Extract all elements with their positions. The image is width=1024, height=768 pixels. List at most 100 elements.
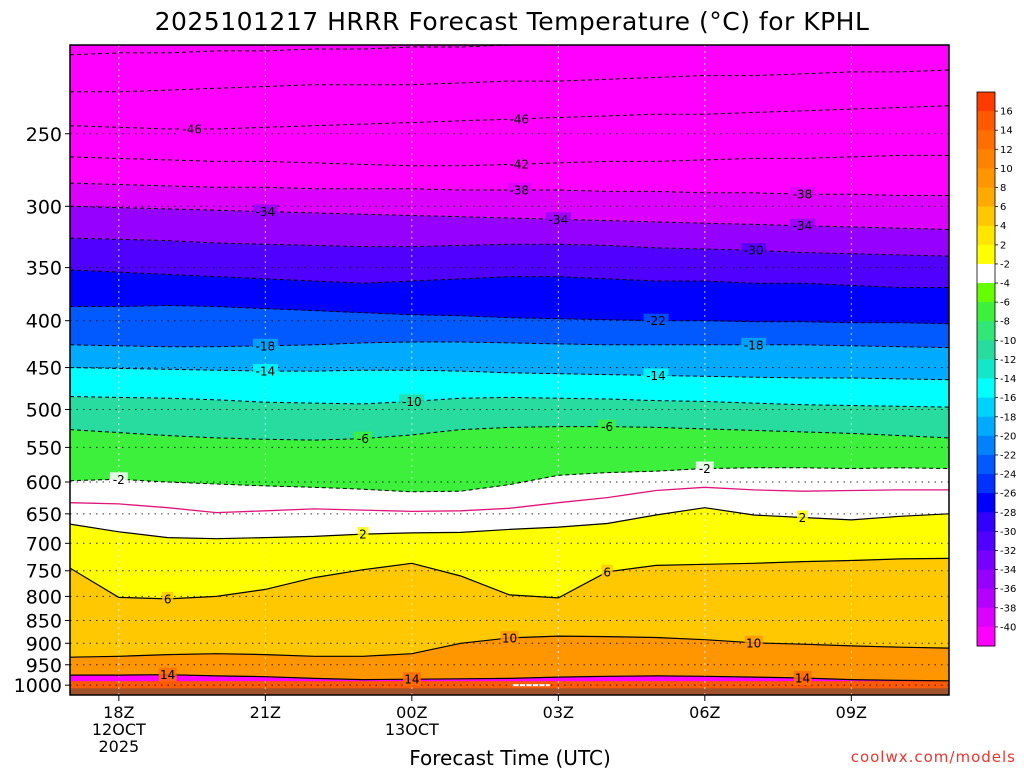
colorbar-label: -2 bbox=[1000, 259, 1010, 270]
colorbar-swatch bbox=[977, 607, 995, 628]
contour-label-bg bbox=[643, 313, 669, 328]
colorbar-label: -30 bbox=[1000, 527, 1016, 538]
y-tick-label: 250 bbox=[26, 124, 62, 146]
contour-label-bg bbox=[354, 431, 372, 446]
colorbar-swatch bbox=[977, 626, 995, 647]
contour-label-bg bbox=[598, 419, 617, 434]
contour-label: 6 bbox=[603, 565, 611, 579]
x-tick-label: 21Z bbox=[250, 703, 281, 722]
y-tick-label: 650 bbox=[26, 504, 62, 526]
colorbar-swatch bbox=[977, 359, 995, 380]
y-tick-label: 950 bbox=[26, 655, 62, 677]
contour-label: -38 bbox=[509, 184, 529, 198]
colorbar-label: -6 bbox=[1000, 298, 1010, 309]
contour-label-bg bbox=[506, 111, 532, 126]
contour-label-bg bbox=[643, 368, 669, 383]
x-tick-label: 18Z bbox=[103, 703, 134, 722]
colorbar-label: -40 bbox=[1000, 622, 1016, 633]
contour-label: -14 bbox=[256, 365, 276, 379]
y-tick-label: 450 bbox=[26, 358, 62, 380]
colorbar-swatch bbox=[977, 92, 995, 112]
contour-label-bg bbox=[252, 338, 278, 353]
colorbar-swatch bbox=[977, 397, 995, 418]
surface-marker bbox=[512, 684, 550, 687]
colorbar-label: -38 bbox=[1000, 603, 1016, 614]
colorbar-swatch bbox=[977, 474, 995, 494]
contour-label: -34 bbox=[549, 213, 569, 227]
colorbar-label: -22 bbox=[1000, 450, 1016, 461]
y-tick-label: 1000 bbox=[14, 675, 62, 697]
x-tick-label: 13OCT bbox=[385, 720, 439, 739]
colorbar-swatch bbox=[977, 378, 995, 399]
contour-label: -10 bbox=[402, 395, 422, 409]
colorbar-swatch bbox=[977, 187, 995, 208]
colorbar-swatch bbox=[977, 168, 995, 189]
colorbar-frame bbox=[976, 91, 996, 647]
contour-label-bg bbox=[162, 591, 174, 606]
colorbar-swatch bbox=[977, 340, 995, 360]
colorbar-legend: 16 14 12 10 8 6 4 2 -2 -4 -6 -8 -10 -12 -14 -16 -18 -20 -2… bbox=[976, 91, 1016, 647]
contour-label: -6 bbox=[601, 420, 613, 434]
plot-frame bbox=[69, 44, 950, 696]
colorbar-swatch bbox=[977, 416, 995, 437]
contour-label: 10 bbox=[746, 636, 761, 650]
colorbar-label: -32 bbox=[1000, 546, 1016, 557]
colorbar-swatch bbox=[977, 283, 995, 303]
x-tick-label: 03Z bbox=[543, 703, 574, 722]
colorbar-label: 2 bbox=[1000, 240, 1006, 251]
colorbar-swatch bbox=[977, 550, 995, 571]
y-tick-label: 900 bbox=[26, 633, 62, 655]
colorbar-label: -12 bbox=[1000, 355, 1016, 366]
contour-label: -34 bbox=[256, 205, 276, 219]
colorbar-swatch bbox=[977, 435, 995, 456]
contour-label: 14 bbox=[795, 671, 810, 685]
contour-label: -2 bbox=[113, 473, 125, 487]
colorbar-swatch bbox=[977, 588, 995, 609]
contour-label-bg bbox=[252, 364, 278, 379]
colorbar-label: 16 bbox=[1000, 107, 1013, 118]
contour-label-bg bbox=[741, 337, 767, 352]
contour-label-bg bbox=[793, 670, 812, 685]
contour-label-bg bbox=[357, 527, 369, 542]
y-tick-label: 350 bbox=[26, 258, 62, 280]
chart-title: 2025101217 HRRR Forecast Temperature (°C… bbox=[155, 7, 870, 36]
contour-label: 2 bbox=[799, 511, 807, 525]
contour-label-bg bbox=[179, 121, 205, 136]
isotherm-0 bbox=[70, 486, 949, 514]
y-tick-label: 500 bbox=[26, 399, 62, 421]
colorbar-label: -10 bbox=[1000, 336, 1016, 347]
contour-label: -46 bbox=[509, 112, 529, 126]
x-tick-label: 12OCT bbox=[92, 720, 146, 739]
colorbar-swatch bbox=[977, 263, 995, 284]
contour-label: -34 bbox=[793, 219, 813, 233]
x-axis-label: Forecast Time (UTC) bbox=[409, 746, 611, 768]
contour-label-bg bbox=[500, 630, 519, 645]
y-tick-label: 550 bbox=[26, 437, 62, 459]
contour-label: -18 bbox=[744, 338, 764, 352]
colorbar-swatch bbox=[977, 130, 995, 150]
contour-label-bg bbox=[790, 187, 815, 202]
contour-label: -14 bbox=[646, 369, 666, 383]
y-tick-label: 800 bbox=[26, 586, 62, 608]
contour-label: -6 bbox=[357, 432, 369, 446]
contour-label: 2 bbox=[359, 528, 367, 542]
colorbar-label: 10 bbox=[1000, 164, 1013, 175]
colorbar-label: -34 bbox=[1000, 565, 1016, 576]
colorbar-label: 6 bbox=[1000, 202, 1006, 213]
below-ground-band bbox=[70, 688, 949, 695]
colorbar-swatch bbox=[977, 225, 995, 246]
credit-link[interactable]: coolwx.com/models bbox=[851, 748, 1016, 766]
colorbar-label: -24 bbox=[1000, 470, 1016, 481]
colorbar-swatch bbox=[977, 111, 995, 131]
y-tick-label: 300 bbox=[26, 196, 62, 218]
colorbar-label: -4 bbox=[1000, 279, 1010, 290]
contour-label: 10 bbox=[502, 631, 517, 645]
contour-label: 6 bbox=[164, 592, 172, 606]
contour-label: 14 bbox=[404, 673, 419, 687]
contour-label-bg bbox=[790, 218, 815, 233]
colorbar-label: -18 bbox=[1000, 412, 1016, 423]
contour-label: -46 bbox=[182, 122, 202, 136]
y-tick-label: 700 bbox=[26, 533, 62, 555]
